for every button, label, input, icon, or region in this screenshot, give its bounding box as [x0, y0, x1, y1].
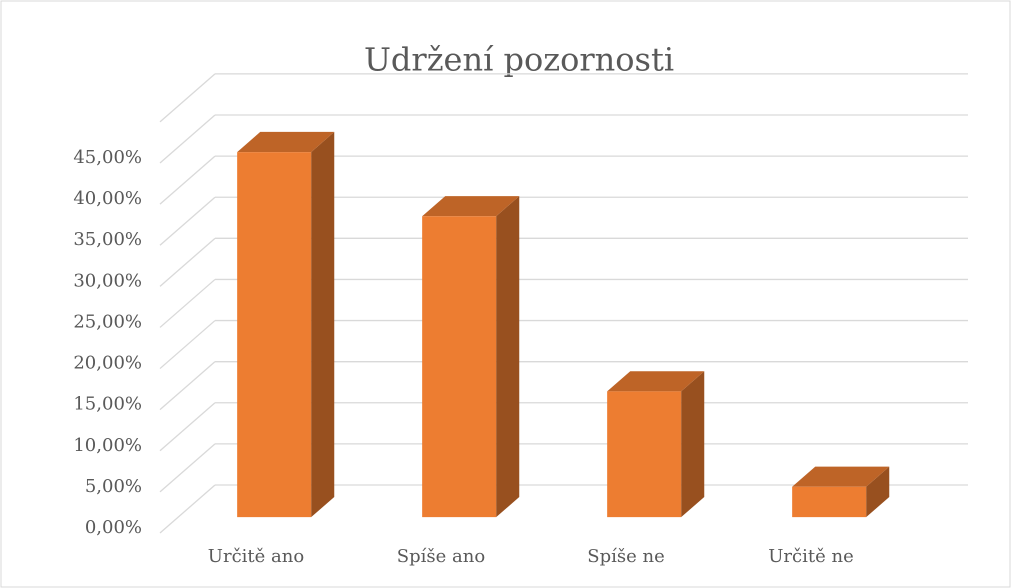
grid-line: [159, 278, 216, 328]
bar: [422, 216, 497, 518]
bar-side: [681, 371, 705, 518]
x-tick-label: Určitě ne: [768, 546, 853, 567]
bar-side: [311, 131, 335, 518]
grid-line: [159, 484, 216, 534]
y-tick-label: 10,00%: [73, 435, 142, 456]
grid-line: [159, 155, 216, 205]
grid-line: [159, 361, 216, 411]
grid-line: [159, 237, 216, 287]
y-tick-label: 15,00%: [73, 394, 142, 415]
bar: [607, 391, 682, 518]
grid-line: [159, 402, 216, 452]
bar-top: [422, 196, 520, 217]
grid-line: [159, 320, 216, 370]
bar-side: [866, 466, 890, 518]
bar-side: [496, 196, 520, 518]
bar-top: [607, 371, 705, 392]
bar: [237, 152, 312, 518]
grid-line: [159, 443, 216, 493]
y-tick-label: 45,00%: [73, 147, 142, 168]
x-tick-label: Určitě ano: [208, 546, 304, 567]
x-tick-label: Spíše ne: [587, 546, 664, 567]
chart-title: Udržení pozornosti: [364, 41, 674, 79]
y-tick-label: 25,00%: [73, 311, 142, 332]
y-tick-label: 40,00%: [73, 188, 142, 209]
bar-top: [237, 131, 335, 153]
wall-top: [159, 73, 216, 123]
y-tick-label: 30,00%: [73, 270, 142, 291]
y-tick-label: 0,00%: [85, 517, 142, 538]
x-tick-label: Spíše ano: [397, 546, 485, 567]
bar: [792, 486, 867, 518]
bar-top: [792, 466, 890, 487]
y-tick-label: 5,00%: [85, 476, 142, 497]
y-tick-label: 35,00%: [73, 229, 142, 250]
grid-line: [159, 196, 216, 246]
y-tick-label: 20,00%: [73, 353, 142, 374]
grid-line: [159, 114, 216, 164]
